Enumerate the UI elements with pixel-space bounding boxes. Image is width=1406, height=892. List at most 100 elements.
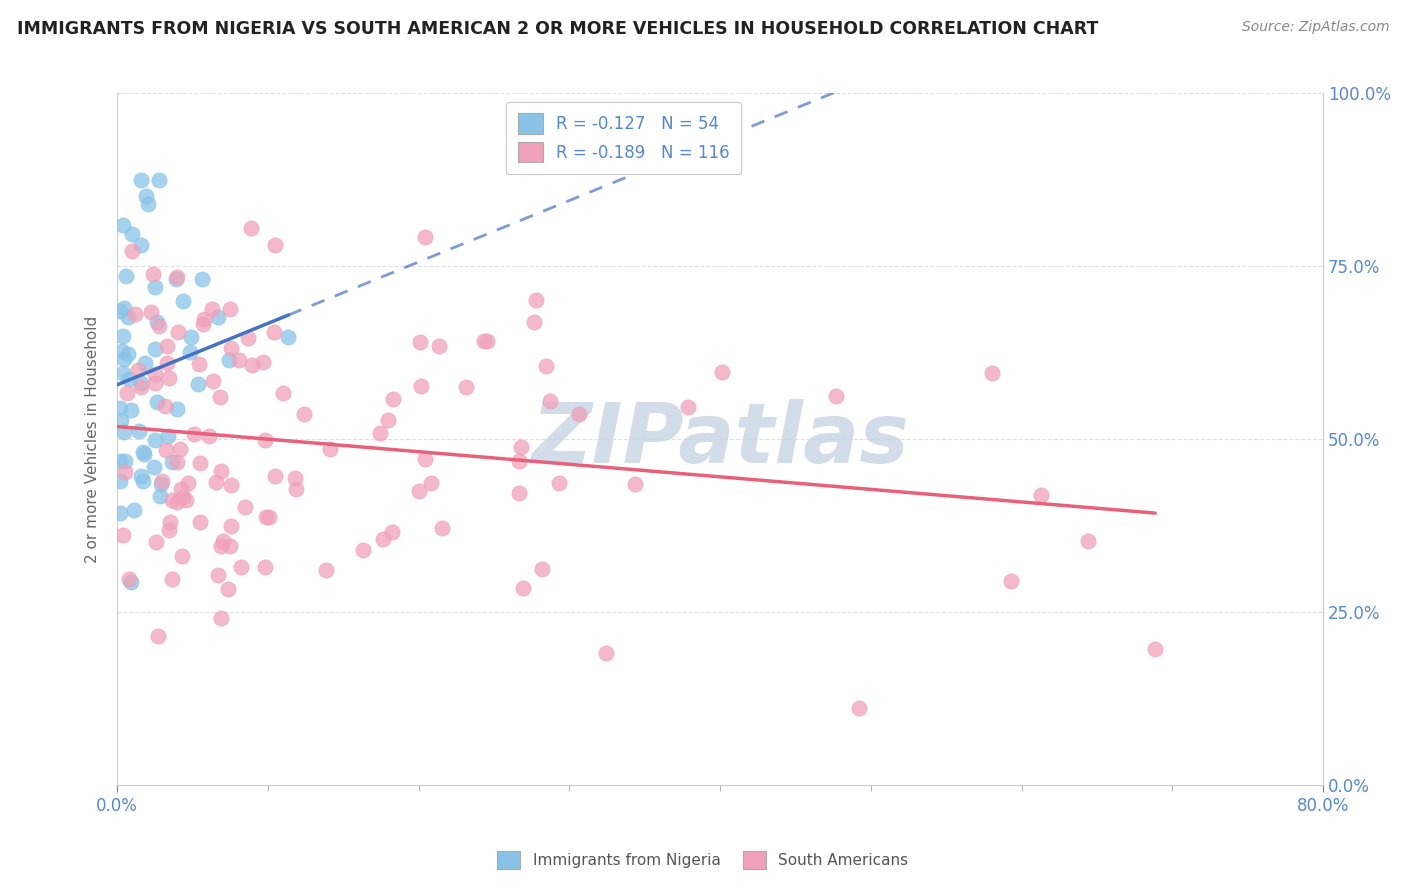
Point [217, 582, 239, 596]
Legend: R = -0.127   N = 54, R = -0.189   N = 116: R = -0.127 N = 54, R = -0.189 N = 116 [506, 102, 741, 174]
Point [146, 629, 169, 643]
Point [148, 173, 170, 187]
Point [201, 301, 224, 316]
Point [263, 325, 285, 339]
Point [146, 315, 169, 329]
Point [219, 341, 242, 355]
Point [112, 301, 135, 316]
Point [143, 433, 166, 447]
Point [352, 543, 374, 558]
Point [150, 477, 173, 491]
Point [177, 476, 200, 491]
Point [1144, 641, 1167, 656]
Point [162, 492, 184, 507]
Point [252, 355, 274, 369]
Point [121, 227, 143, 242]
Point [117, 347, 139, 361]
Point [180, 330, 202, 344]
Point [678, 401, 700, 415]
Point [848, 701, 870, 715]
Point [129, 173, 152, 187]
Point [129, 468, 152, 483]
Point [170, 482, 193, 496]
Point [409, 334, 432, 349]
Point [149, 489, 172, 503]
Point [139, 305, 162, 319]
Point [191, 272, 214, 286]
Point [315, 564, 337, 578]
Point [197, 429, 219, 443]
Point [159, 515, 181, 529]
Point [166, 269, 188, 284]
Point [157, 370, 180, 384]
Point [111, 219, 134, 233]
Point [981, 366, 1004, 380]
Point [534, 359, 557, 374]
Point [284, 470, 307, 484]
Point [114, 454, 136, 468]
Point [233, 500, 256, 514]
Point [162, 572, 184, 586]
Point [1000, 574, 1022, 589]
Point [211, 611, 233, 625]
Point [108, 454, 131, 468]
Point [118, 372, 141, 386]
Point [219, 519, 242, 533]
Point [166, 494, 188, 508]
Point [209, 391, 232, 405]
Point [114, 268, 136, 283]
Point [157, 523, 180, 537]
Point [136, 197, 159, 211]
Point [129, 380, 152, 394]
Point [207, 310, 229, 324]
Point [148, 318, 170, 333]
Point [209, 539, 232, 553]
Point [277, 329, 299, 343]
Point [165, 272, 187, 286]
Point [408, 483, 430, 498]
Point [155, 442, 177, 457]
Point [271, 385, 294, 400]
Point [263, 468, 285, 483]
Point [155, 399, 177, 413]
Point [531, 562, 554, 576]
Point [157, 429, 180, 443]
Point [143, 460, 166, 475]
Point [187, 376, 209, 391]
Point [413, 452, 436, 467]
Point [110, 506, 132, 520]
Point [150, 474, 173, 488]
Point [143, 367, 166, 381]
Point [127, 363, 149, 377]
Point [172, 490, 194, 504]
Y-axis label: 2 or more Vehicles in Household: 2 or more Vehicles in Household [86, 316, 100, 563]
Point [257, 510, 280, 524]
Point [188, 456, 211, 470]
Point [146, 395, 169, 409]
Point [419, 476, 441, 491]
Legend: Immigrants from Nigeria, South Americans: Immigrants from Nigeria, South Americans [491, 845, 915, 875]
Point [156, 356, 179, 370]
Text: ZIPatlas: ZIPatlas [531, 399, 910, 480]
Point [475, 334, 498, 348]
Point [254, 560, 277, 574]
Point [160, 455, 183, 469]
Point [108, 303, 131, 318]
Point [377, 413, 399, 427]
Point [117, 386, 139, 401]
Point [254, 510, 277, 524]
Point [122, 503, 145, 517]
Text: Source: ZipAtlas.com: Source: ZipAtlas.com [1241, 20, 1389, 34]
Point [131, 475, 153, 489]
Point [824, 389, 846, 403]
Point [143, 342, 166, 356]
Point [166, 401, 188, 416]
Point [456, 379, 478, 393]
Point [212, 533, 235, 548]
Point [512, 581, 534, 595]
Point [381, 525, 404, 540]
Point [540, 393, 562, 408]
Point [120, 574, 142, 589]
Point [114, 465, 136, 479]
Point [524, 293, 547, 308]
